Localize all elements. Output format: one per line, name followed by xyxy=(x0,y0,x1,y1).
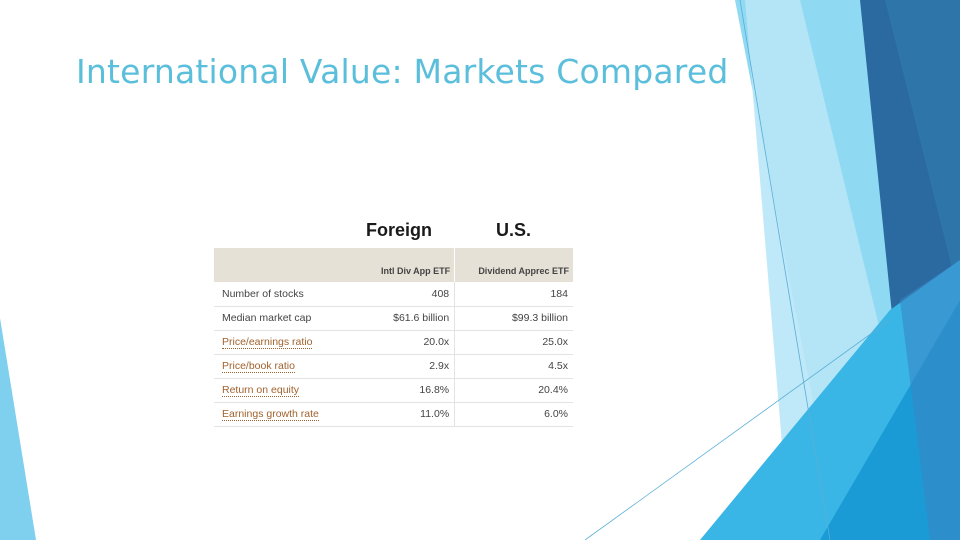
us-value: 6.0% xyxy=(544,408,568,420)
us-value: 4.5x xyxy=(548,360,568,372)
group-header-foreign: Foreign xyxy=(366,220,432,240)
group-header-us: U.S. xyxy=(496,220,532,240)
data-table: Intl Div App ETF Dividend Apprec ETF Num… xyxy=(214,248,573,427)
row-label: Return on equity xyxy=(214,378,362,402)
column-header-us: Dividend Apprec ETF xyxy=(478,266,569,276)
foreign-value: 408 xyxy=(362,282,456,306)
foreign-value: 2.9x xyxy=(362,354,456,378)
row-label: Earnings growth rate xyxy=(214,402,362,426)
row-label: Price/book ratio xyxy=(214,354,362,378)
row-label-link[interactable]: Return on equity xyxy=(222,384,300,397)
row-label: Number of stocks xyxy=(222,287,304,300)
table-row: Price/earnings ratio 20.0x 25.0x xyxy=(214,330,573,354)
us-value: $99.3 billion xyxy=(511,312,568,324)
group-headers: Foreign U.S. xyxy=(214,216,574,248)
slide-title: International Value: Markets Compared xyxy=(76,52,729,91)
column-header-foreign: Intl Div App ETF xyxy=(362,248,456,282)
row-label: Price/earnings ratio xyxy=(214,330,362,354)
table-row: Price/book ratio 2.9x 4.5x xyxy=(214,354,573,378)
row-label: Median market cap xyxy=(222,312,312,324)
foreign-value: $61.6 billion xyxy=(362,306,456,330)
table-row: Earnings growth rate 11.0% 6.0% xyxy=(214,402,573,426)
us-value: 20.4% xyxy=(538,384,568,396)
foreign-value: 16.8% xyxy=(362,378,456,402)
table-row: Number of stocks 408 184 xyxy=(214,282,573,306)
comparison-table: Foreign U.S. Intl Div App ETF Dividend A… xyxy=(214,216,574,427)
row-label-link[interactable]: Price/earnings ratio xyxy=(222,336,313,349)
us-value: 184 xyxy=(550,287,568,300)
foreign-value: 20.0x xyxy=(362,330,456,354)
foreign-value: 11.0% xyxy=(362,402,456,426)
table-header-row: Intl Div App ETF Dividend Apprec ETF xyxy=(214,248,573,282)
row-label-link[interactable]: Earnings growth rate xyxy=(222,408,319,421)
table-row: Return on equity 16.8% 20.4% xyxy=(214,378,573,402)
table-row: Median market cap $61.6 billion $99.3 bi… xyxy=(214,306,573,330)
row-label-link[interactable]: Price/book ratio xyxy=(222,360,295,373)
us-value: 25.0x xyxy=(542,336,568,348)
column-header-label xyxy=(214,248,362,282)
